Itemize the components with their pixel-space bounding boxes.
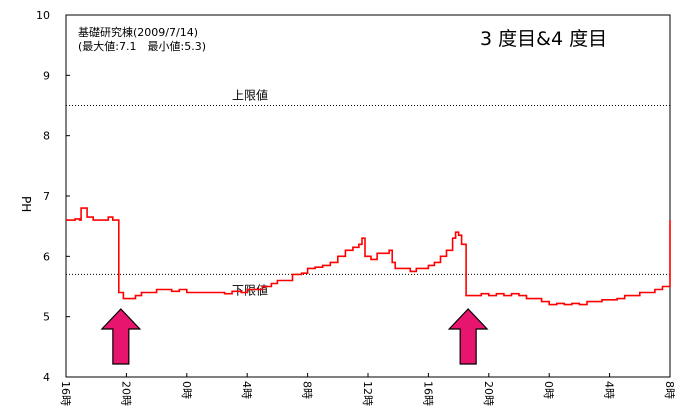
x-tick-label: 4時 — [240, 381, 253, 399]
up-arrow-marker — [100, 308, 142, 365]
y-axis-label: PH — [19, 196, 33, 212]
x-tick-label: 8時 — [301, 381, 314, 399]
x-tick-label: 20時 — [482, 381, 495, 406]
x-tick-label: 16時 — [421, 381, 434, 406]
threshold-label: 上限値 — [232, 88, 268, 103]
y-tick-label: 8 — [43, 130, 50, 143]
plot-frame — [65, 14, 671, 378]
x-tick-label: 0時 — [180, 381, 193, 399]
y-tick-label: 7 — [43, 190, 50, 203]
y-tick-label: 9 — [43, 69, 50, 82]
x-tick-label: 8時 — [663, 381, 676, 399]
chart-title: 基礎研究棟(2009/7/14) — [78, 25, 198, 39]
series-layer — [66, 207, 671, 306]
marker-layer — [100, 308, 489, 365]
ph-series-line — [66, 207, 671, 306]
y-axis-ticks: 4 5 6 7 8 9 10 — [36, 9, 70, 384]
up-arrow-marker — [447, 308, 489, 365]
x-axis-ticks: 16時 20時 0時 4時 8時 12時 16時 20時 0時 4時 8時 — [59, 373, 676, 406]
y-tick-label: 6 — [43, 250, 50, 263]
overlay-label: 3 度目&4 度目 — [480, 28, 607, 50]
y-tick-label: 4 — [43, 371, 50, 384]
y-tick-label: 10 — [36, 9, 50, 22]
x-tick-label: 0時 — [542, 381, 555, 399]
chart-subtitle: (最大値:7.1 最小値:5.3) — [78, 39, 206, 53]
y-tick-label: 5 — [43, 311, 50, 324]
x-tick-label: 4時 — [603, 381, 616, 399]
x-tick-label: 12時 — [361, 381, 374, 406]
x-tick-label: 16時 — [59, 381, 72, 406]
x-tick-label: 20時 — [119, 381, 132, 406]
